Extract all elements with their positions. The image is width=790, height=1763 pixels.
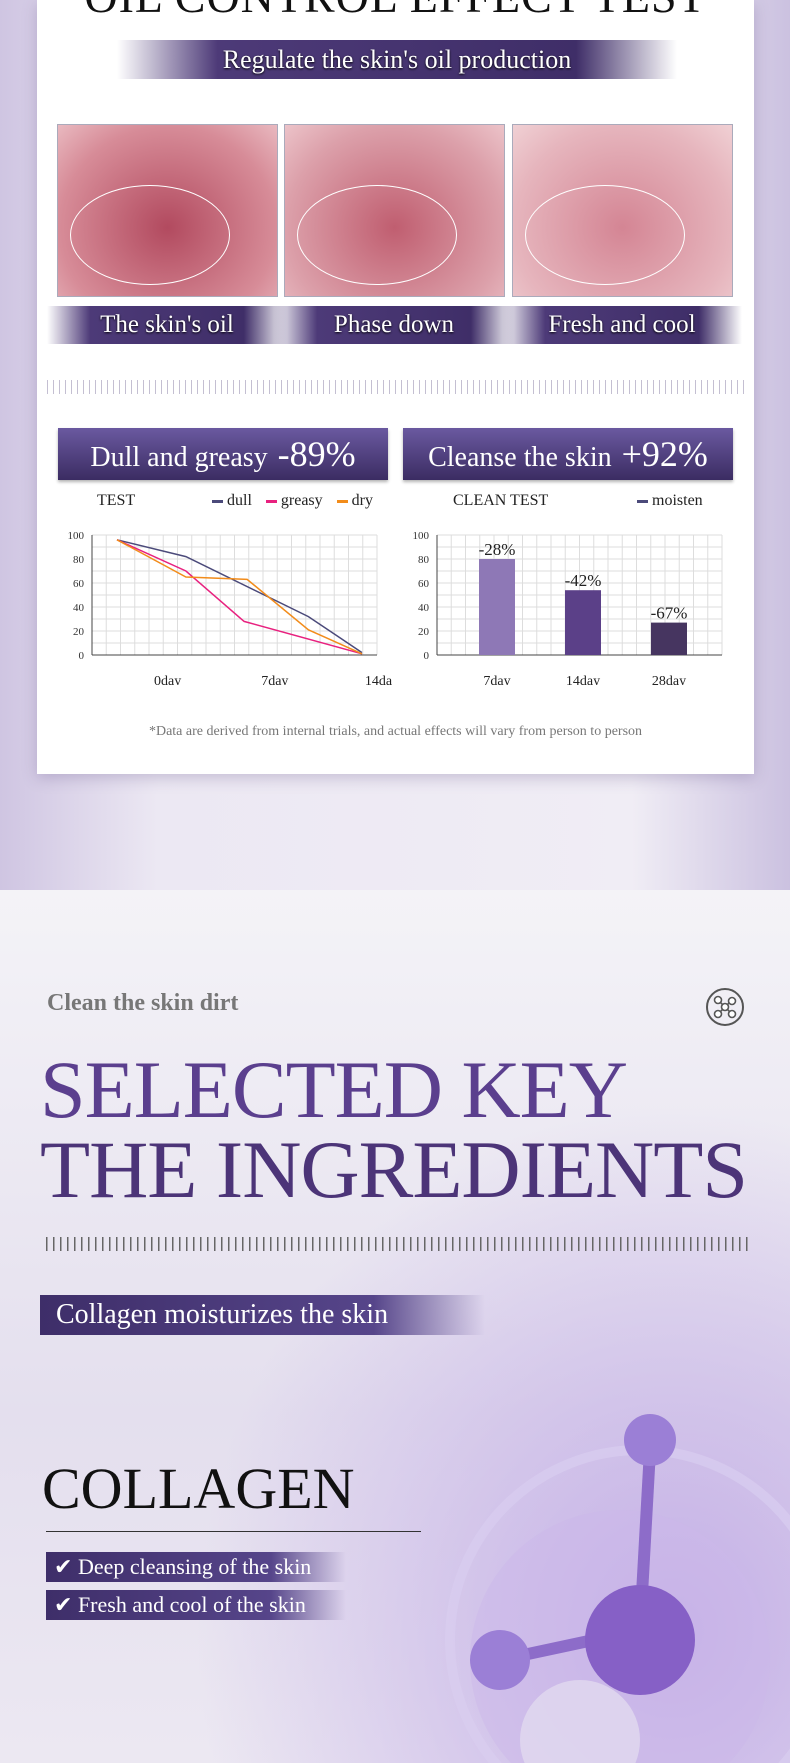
y-tick-label: 0 [424,650,430,662]
section-title: OIL CONTROL EFFECT TEST [37,0,754,23]
photo-label: Phase down [274,306,514,344]
header-label: Cleanse the skin [428,442,612,473]
x-tick-label: 7day [261,674,288,685]
photo-after [512,124,733,297]
series-greasy [116,539,363,655]
header-value: +92% [621,434,708,474]
chart-title: CLEAN TEST [453,492,549,509]
photo-before [57,124,278,297]
molecule-icon [706,988,744,1026]
check-icon: ✔︎ [54,1592,78,1617]
footnote: *Data are derived from internal trials, … [148,724,643,739]
bullet-item: ✔︎ Deep cleansing of the skin [46,1552,346,1582]
divider-line [46,1531,421,1532]
bar-legend: moisten [627,492,703,510]
kicker: Clean the skin dirt [47,990,239,1016]
y-tick-label: 60 [418,578,430,590]
ingredients-section: Clean the skin dirt SELECTED KEY THE ING… [0,890,790,1763]
header-value: -89% [277,434,356,474]
x-tick-label: 14day [566,674,600,685]
line-chart: 0 20 40 60 80 100 0day 7day 14day [68,530,393,685]
y-tick-label: 40 [73,602,85,614]
right-header: Cleanse the skin +92% [403,428,733,480]
oil-control-section: OIL CONTROL EFFECT TEST Regulate the ski… [0,0,790,890]
title-line-1: SELECTED KEY [40,1044,628,1135]
y-tick-label: 0 [79,650,85,662]
bar-28day [651,622,687,655]
x-tick-label: 14day [365,674,392,685]
x-tick-label: 7day [483,674,510,685]
x-tick-label: 0day [154,674,181,685]
check-icon: ✔︎ [54,1554,78,1579]
collagen-banner: Collagen moisturizes the skin [40,1295,485,1335]
title-line-2: THE INGREDIENTS [40,1124,748,1215]
legend-dry: dry [351,492,373,509]
photo-label: Fresh and cool [502,306,742,344]
y-tick-label: 100 [68,530,85,542]
series-dry [116,539,363,655]
bar-14day [565,590,601,655]
legend-greasy: greasy [280,492,323,509]
left-header: Dull and greasy -89% [58,428,388,480]
bar-value-label: -67% [651,604,688,623]
bullet-text: Deep cleansing of the skin [77,1554,312,1579]
molecule-illustration [445,1414,790,1763]
bar-value-label: -28% [479,540,516,559]
y-tick-label: 100 [413,530,430,542]
subtitle-banner: Regulate the skin's oil production [117,40,677,79]
test-card: OIL CONTROL EFFECT TEST Regulate the ski… [37,0,754,774]
photo-mid [284,124,505,297]
photo-label: The skin's oil [47,306,287,344]
chart-title: TEST [97,492,136,509]
bar-7day [479,559,515,655]
line-legend: dull greasy dry [202,492,373,510]
bullet-item: ✔︎ Fresh and cool of the skin [46,1590,346,1620]
ingredient-name: COLLAGEN [42,1456,355,1521]
bullet-text: Fresh and cool of the skin [77,1592,306,1617]
x-tick-label: 28day [652,674,686,685]
divider-ruler [46,1237,752,1251]
legend-dull: dull [227,492,252,509]
y-tick-label: 40 [418,602,430,614]
legend-moisten: moisten [652,492,703,509]
bar-value-label: -42% [565,571,602,590]
y-tick-label: 20 [73,626,85,638]
divider-ruler [47,380,744,394]
y-tick-label: 80 [418,554,430,566]
y-tick-label: 60 [73,578,85,590]
bar-chart: 0 20 40 60 80 100 -28% 7day -42% 14day -67% 28day [413,530,723,685]
y-tick-label: 20 [418,626,430,638]
series-dull [116,539,363,654]
header-label: Dull and greasy [90,442,268,473]
y-tick-label: 80 [73,554,85,566]
